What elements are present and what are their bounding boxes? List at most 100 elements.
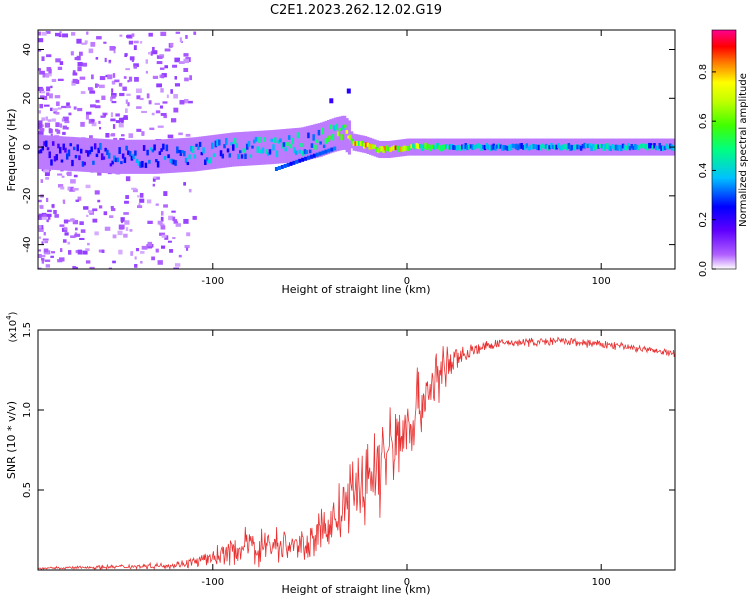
spectrogram-ridge-cell [78, 155, 81, 161]
spectrogram-ridge-cell [76, 144, 79, 152]
spectrogram-noise-cell [46, 54, 52, 58]
spectrogram-halo-cell [77, 137, 81, 172]
spectrogram-halo-cell [238, 132, 242, 167]
spectrogram-ridge-cell [668, 143, 672, 149]
spectrogram-ridge-cell [191, 146, 195, 153]
spectrogram-halo-cell [343, 115, 347, 150]
spectrogram-noise-cell [171, 118, 177, 123]
spectrogram-halo-cell [319, 122, 323, 157]
spectrogram-ridge-cell [530, 143, 534, 150]
spectrogram-noise-cell [110, 118, 116, 122]
spectrogram-noise-cell [95, 105, 101, 109]
spectrogram-ridge-cell [378, 146, 382, 152]
spectrogram-noise-cell [125, 99, 128, 104]
spectrogram-ridge-cell [104, 147, 107, 152]
spectrogram-ridge-cell [529, 144, 532, 150]
spectrogram-noise-cell [164, 65, 169, 69]
spectrogram-noise-cell [129, 229, 133, 232]
spectrogram-ridge-cell [637, 145, 641, 151]
colorbar-tick-label: 0.0 [698, 261, 709, 277]
spectrogram-ridge-cell [167, 154, 170, 159]
spectrogram-ridge-cell [527, 146, 530, 151]
spectrogram-ridge-cell [371, 144, 375, 149]
spectrogram-noise-cell [148, 100, 152, 105]
spectrogram-outlier-cell [346, 88, 351, 94]
snr-plot-area [38, 330, 675, 570]
spectrogram-noise-cell [175, 31, 181, 34]
spectrogram-ridge-cell [592, 143, 595, 148]
spectrogram-noise-cell [183, 67, 189, 73]
spectrogram-ridge-cell [212, 153, 216, 158]
spectrogram-noise-cell [87, 210, 93, 213]
spectrogram-noise-cell [38, 253, 42, 259]
spectrogram-noise-cell [38, 31, 41, 36]
spectrogram-noise-cell [111, 133, 116, 137]
spectrogram-noise-cell [157, 125, 164, 128]
spectrogram-ridge-cell [317, 129, 321, 136]
spectrogram-halo-cell [303, 126, 307, 161]
spectrogram-noise-cell [163, 204, 168, 208]
spectrogram-ridge-cell [204, 159, 207, 165]
spectrogram-noise-cell [38, 227, 44, 232]
spectrogram-halo-cell [233, 132, 237, 167]
spectrogram-ridge-cell [431, 144, 434, 149]
spectrogram-noise-cell [74, 233, 81, 237]
spectrogram-ridge-cell [609, 145, 613, 151]
spectrogram-noise-cell [173, 267, 179, 269]
spectrogram-ridge-cell [301, 150, 305, 156]
spectrogram-halo-cell [287, 128, 291, 163]
spectrogram-ridge-cell [79, 148, 83, 154]
spectrogram-ridge-cell [158, 151, 162, 155]
spectrogram-noise-cell [40, 90, 46, 94]
spectrogram-ridge-cell [630, 143, 634, 149]
spectrogram-noise-cell [134, 76, 139, 82]
spectrogram-ridge-cell [604, 144, 607, 150]
spectrogram-ridge-cell [221, 153, 225, 159]
spectrogram-noise-cell [51, 118, 56, 122]
spectrogram-halo-cell [217, 134, 221, 169]
spectrogram-ridge-cell [635, 144, 639, 150]
spectrogram-noise-cell [145, 70, 148, 74]
spectrogram-noise-cell [82, 250, 88, 255]
spectrogram-ridge-cell [576, 144, 579, 150]
spectrogram-ridge-cell [99, 142, 102, 150]
spectrogram-noise-cell [96, 84, 100, 87]
spectrogram-ridge-cell [230, 142, 233, 146]
spectrogram-halo-cell [61, 136, 65, 171]
spectrogram-noise-cell [70, 235, 76, 239]
spectrogram-noise-cell [155, 248, 159, 253]
spectrogram-noise-cell [123, 233, 128, 238]
spectrogram-noise-cell [52, 108, 58, 111]
spectrogram-noise-cell [67, 171, 72, 177]
spectrogram-noise-cell [48, 93, 53, 99]
spectrogram-noise-cell [120, 217, 125, 222]
snr-x-tick-label: 100 [592, 577, 611, 588]
spectrogram-ridge-cell [177, 149, 181, 153]
spectrogram-ridge-cell [658, 142, 661, 149]
spectrogram-halo-cell [189, 137, 193, 172]
spectrogram-ridge-cell [654, 145, 658, 151]
spectrogram-ridge-cell [501, 145, 504, 151]
spectrogram-noise-cell [75, 266, 78, 269]
spectrogram-ridge-cell [329, 124, 333, 130]
snr-x-tick-label: 0 [404, 577, 410, 588]
spectrogram-halo-cell [177, 138, 181, 173]
spectrogram-halo-cell [312, 124, 316, 159]
spectrogram-noise-cell [39, 70, 45, 75]
spectrogram-panel: -100 0 100 -40 -20 0 20 40 Height of straight … [5, 29, 676, 296]
spectrogram-halo-cell [44, 135, 48, 170]
spectrogram-ridge-cell [356, 140, 359, 146]
spectrogram-ridge-cell [366, 142, 370, 147]
spectrogram-noise-cell [95, 83, 98, 88]
spectrogram-ridge-cell [343, 124, 347, 128]
spectrogram-noise-cell [91, 74, 94, 80]
spectrogram-noise-cell [80, 121, 85, 127]
spectrogram-noise-cell [118, 82, 123, 87]
colorbar: 0.0 0.2 0.4 0.6 0.8 Normalized spectral ampl… [698, 29, 749, 277]
spectrogram-halo-cell [70, 136, 74, 172]
spectrogram-noise-cell [62, 125, 67, 130]
spectrogram-noise-cell [129, 56, 135, 61]
spectrogram-branch-cell [306, 155, 310, 160]
spectrogram-noise-cell [38, 68, 41, 71]
spectrogram-ridge-cell [396, 145, 399, 150]
